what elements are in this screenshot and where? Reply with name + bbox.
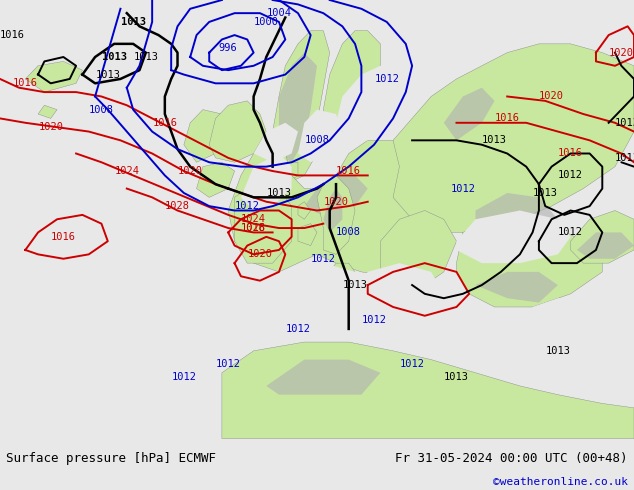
Text: 1020: 1020 xyxy=(178,166,203,176)
Polygon shape xyxy=(476,272,558,303)
Text: 1028: 1028 xyxy=(165,201,190,211)
Polygon shape xyxy=(380,241,431,272)
Polygon shape xyxy=(456,211,571,263)
Text: 1013: 1013 xyxy=(342,280,368,290)
Text: 1020: 1020 xyxy=(539,92,564,101)
Polygon shape xyxy=(336,66,406,140)
Polygon shape xyxy=(222,342,634,439)
Polygon shape xyxy=(323,31,380,132)
Polygon shape xyxy=(323,189,342,232)
Polygon shape xyxy=(298,223,317,245)
Text: 1013: 1013 xyxy=(482,135,507,146)
Polygon shape xyxy=(412,311,437,324)
Text: 1013: 1013 xyxy=(615,153,634,163)
Polygon shape xyxy=(380,44,425,97)
Text: 1013: 1013 xyxy=(120,17,146,27)
Text: 996: 996 xyxy=(219,43,238,53)
Text: 1013: 1013 xyxy=(101,52,127,62)
Text: Fr 31-05-2024 00:00 UTC (00+48): Fr 31-05-2024 00:00 UTC (00+48) xyxy=(395,452,628,465)
Text: 1008: 1008 xyxy=(304,135,330,146)
Text: 1020: 1020 xyxy=(609,48,634,58)
Text: 1016: 1016 xyxy=(152,118,178,128)
Polygon shape xyxy=(228,140,444,276)
Polygon shape xyxy=(304,175,368,220)
Text: 1013: 1013 xyxy=(133,52,158,62)
Text: 1020: 1020 xyxy=(323,196,349,207)
Polygon shape xyxy=(393,44,634,232)
Text: 1012: 1012 xyxy=(450,184,476,194)
Text: 1008: 1008 xyxy=(89,105,114,115)
Text: Surface pressure [hPa] ECMWF: Surface pressure [hPa] ECMWF xyxy=(6,452,216,465)
Polygon shape xyxy=(520,298,590,342)
Text: 1012: 1012 xyxy=(285,324,311,334)
Polygon shape xyxy=(254,123,298,162)
Polygon shape xyxy=(184,110,228,162)
Text: 1012: 1012 xyxy=(311,254,336,264)
Text: 1024: 1024 xyxy=(241,214,266,224)
Polygon shape xyxy=(380,298,450,342)
Text: 1013: 1013 xyxy=(95,70,120,79)
Text: 1016: 1016 xyxy=(13,78,38,88)
Text: 1012: 1012 xyxy=(216,359,241,369)
Polygon shape xyxy=(241,153,292,211)
Text: 1016: 1016 xyxy=(0,30,25,40)
Polygon shape xyxy=(197,162,235,197)
Polygon shape xyxy=(317,175,355,254)
Text: 1012: 1012 xyxy=(361,315,387,325)
Text: 1020: 1020 xyxy=(38,122,63,132)
Polygon shape xyxy=(279,162,298,184)
Text: 1013: 1013 xyxy=(545,346,571,356)
Text: 1012: 1012 xyxy=(171,372,197,382)
Polygon shape xyxy=(330,263,355,281)
Text: ©weatheronline.co.uk: ©weatheronline.co.uk xyxy=(493,477,628,487)
Polygon shape xyxy=(273,31,330,184)
Polygon shape xyxy=(209,101,266,162)
Polygon shape xyxy=(266,360,380,395)
Text: 1012: 1012 xyxy=(558,171,583,180)
Text: 1016: 1016 xyxy=(51,232,76,242)
Text: 1024: 1024 xyxy=(114,166,139,176)
Text: 1012: 1012 xyxy=(235,201,260,211)
Polygon shape xyxy=(298,110,342,162)
Polygon shape xyxy=(456,220,602,307)
Text: 1013: 1013 xyxy=(266,188,292,198)
Polygon shape xyxy=(571,211,634,263)
Text: 1016: 1016 xyxy=(558,148,583,158)
Text: 1008: 1008 xyxy=(336,227,361,238)
Polygon shape xyxy=(393,276,425,316)
Text: 1012: 1012 xyxy=(374,74,399,84)
Text: 1012: 1012 xyxy=(399,359,425,369)
Text: 1016: 1016 xyxy=(336,166,361,176)
Text: 1016: 1016 xyxy=(495,113,520,123)
Text: 1020: 1020 xyxy=(247,249,273,259)
Polygon shape xyxy=(235,184,292,263)
Polygon shape xyxy=(349,263,444,320)
Text: 1013: 1013 xyxy=(533,188,558,198)
Text: 1004: 1004 xyxy=(266,8,292,18)
Polygon shape xyxy=(380,211,456,294)
Polygon shape xyxy=(298,202,311,220)
Polygon shape xyxy=(279,263,361,320)
Polygon shape xyxy=(279,52,317,162)
Text: 1000: 1000 xyxy=(254,17,279,27)
Polygon shape xyxy=(25,61,82,92)
Text: 1013: 1013 xyxy=(444,372,469,382)
Text: 1013: 1013 xyxy=(615,118,634,128)
Text: 1012: 1012 xyxy=(558,227,583,238)
Polygon shape xyxy=(38,105,57,119)
Polygon shape xyxy=(577,232,634,259)
Polygon shape xyxy=(444,88,495,140)
Polygon shape xyxy=(476,193,558,245)
Polygon shape xyxy=(412,316,469,355)
Text: 1016: 1016 xyxy=(241,223,266,233)
Text: 1028: 1028 xyxy=(241,223,266,233)
